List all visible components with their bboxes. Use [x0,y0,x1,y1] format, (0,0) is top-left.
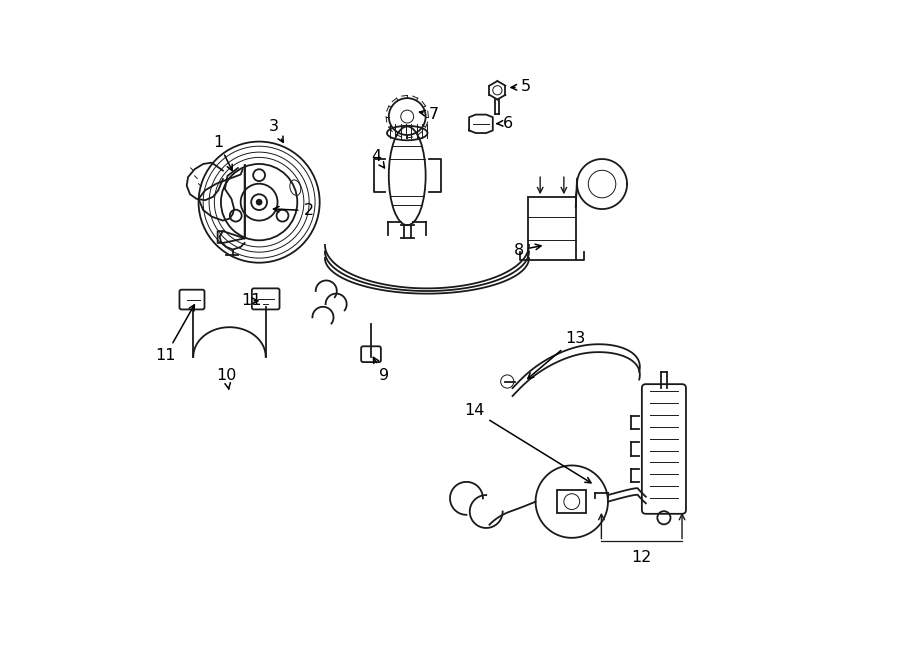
Text: 2: 2 [274,203,313,218]
Text: 10: 10 [216,368,237,389]
Text: 7: 7 [419,107,438,122]
Text: 4: 4 [371,149,384,168]
Text: 12: 12 [632,551,652,565]
Bar [557,490,586,514]
Text: 13: 13 [527,331,585,379]
Text: 8: 8 [514,243,541,258]
Text: 9: 9 [374,358,389,383]
Text: 11: 11 [241,293,262,309]
Text: 11: 11 [156,305,194,363]
Text: 6: 6 [497,116,513,131]
Text: 1: 1 [213,135,232,171]
Text: 3: 3 [269,119,284,142]
Text: 5: 5 [511,79,531,95]
Text: 14: 14 [464,403,591,483]
Circle shape [256,200,262,205]
Bar [528,197,576,260]
